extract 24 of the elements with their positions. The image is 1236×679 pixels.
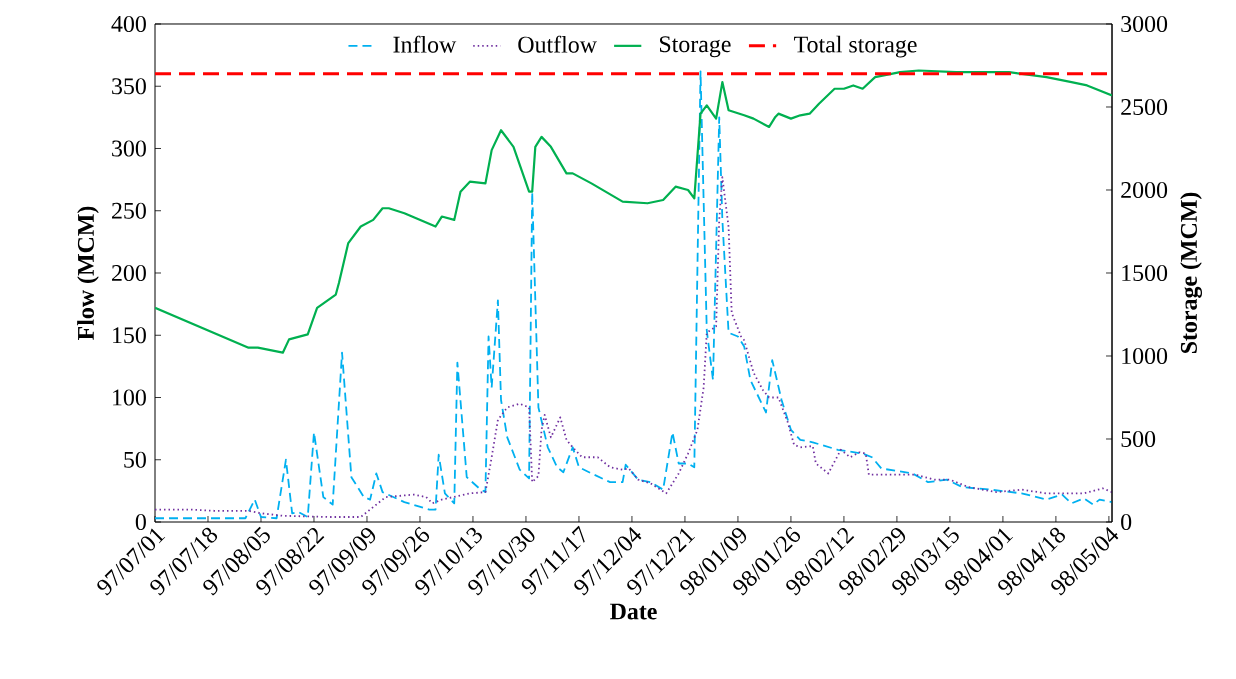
y-tick-label: 200 <box>112 264 146 282</box>
legend-label: Inflow <box>393 35 457 53</box>
legend-label: Total storage <box>794 35 917 58</box>
y-tick-label: 300 <box>112 140 146 157</box>
y-axis-title: Flow (MCM) <box>77 206 99 340</box>
y-tick-label: 400 <box>111 15 146 33</box>
line-series <box>155 69 1113 354</box>
y2-tick-label: 3000 <box>1121 15 1168 33</box>
y-tick-label: 0 <box>135 513 146 531</box>
y2-tick-label: 0 <box>1121 513 1132 531</box>
y-tick-label: 350 <box>112 78 146 95</box>
y2-axis-title: Storage (MCM) <box>1180 192 1203 354</box>
y2-tick-label: 500 <box>1121 430 1156 448</box>
y-tick-label: 100 <box>113 389 146 406</box>
y-tick-label: 50 <box>124 451 146 468</box>
y-tick-label: 150 <box>113 327 146 344</box>
y2-tick-label: 2000 <box>1121 181 1168 199</box>
legend-label: Outflow <box>518 35 597 53</box>
x-axis-title: Date <box>610 603 657 620</box>
y2-tick-label: 2500 <box>1121 98 1168 116</box>
y2-tick-label: 1000 <box>1122 347 1168 365</box>
y2-tick-label: 1500 <box>1122 264 1168 282</box>
y-tick-label: 250 <box>112 202 146 219</box>
legend-label: Storage <box>660 36 731 58</box>
